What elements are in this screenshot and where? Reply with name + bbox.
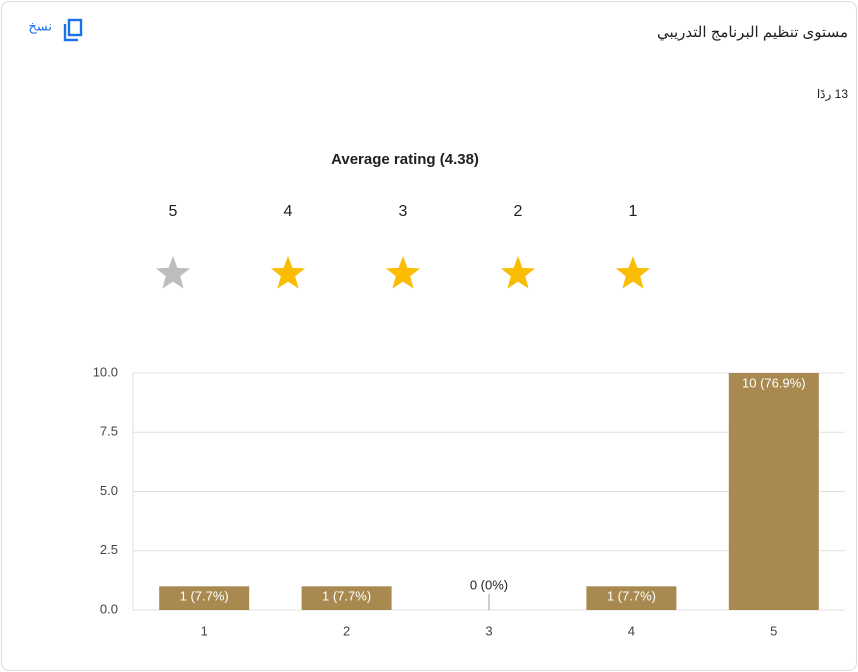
- value-label: 1 (7.7%): [180, 589, 229, 604]
- value-label: 10 (76.9%): [742, 375, 806, 390]
- value-label: 1 (7.7%): [607, 589, 656, 604]
- bar: [159, 586, 250, 610]
- value-label: 1 (7.7%): [322, 589, 371, 604]
- star: [385, 256, 421, 289]
- bar: [728, 373, 819, 610]
- y-tick-label: 7.5: [100, 424, 118, 439]
- copy-icon: [67, 18, 83, 37]
- y-tick-label: 0.0: [100, 601, 118, 616]
- y-tick-label: 2.5: [100, 542, 118, 557]
- copy-label: نسخ: [28, 18, 52, 34]
- x-tick-label: 2: [343, 623, 350, 638]
- copy-icon-back: [63, 24, 78, 42]
- star-label: 4: [284, 203, 293, 220]
- question-title: مستوى تنظيم البرنامج التدريبي: [657, 24, 848, 41]
- star: [615, 256, 651, 289]
- star: [500, 256, 536, 289]
- bar: [301, 586, 392, 610]
- x-tick-label: 3: [485, 623, 492, 638]
- star-label: 5: [169, 203, 178, 220]
- x-tick-label: 1: [201, 623, 208, 638]
- x-tick-label: 4: [628, 623, 635, 638]
- star: [155, 256, 191, 289]
- x-tick-label: 5: [770, 623, 777, 638]
- response-count: 13 ردًا: [817, 87, 848, 101]
- star: [270, 256, 306, 289]
- star-label: 2: [514, 203, 523, 220]
- star-label: 3: [399, 203, 408, 220]
- y-tick-label: 10.0: [93, 364, 118, 379]
- star-label: 1: [629, 203, 638, 220]
- y-tick-label: 5.0: [100, 483, 118, 498]
- value-label: 0 (0%): [470, 577, 508, 592]
- chart-title: Average rating (4.38): [331, 151, 479, 168]
- bar: [586, 586, 677, 610]
- copy-button[interactable]: نسخ: [28, 18, 83, 42]
